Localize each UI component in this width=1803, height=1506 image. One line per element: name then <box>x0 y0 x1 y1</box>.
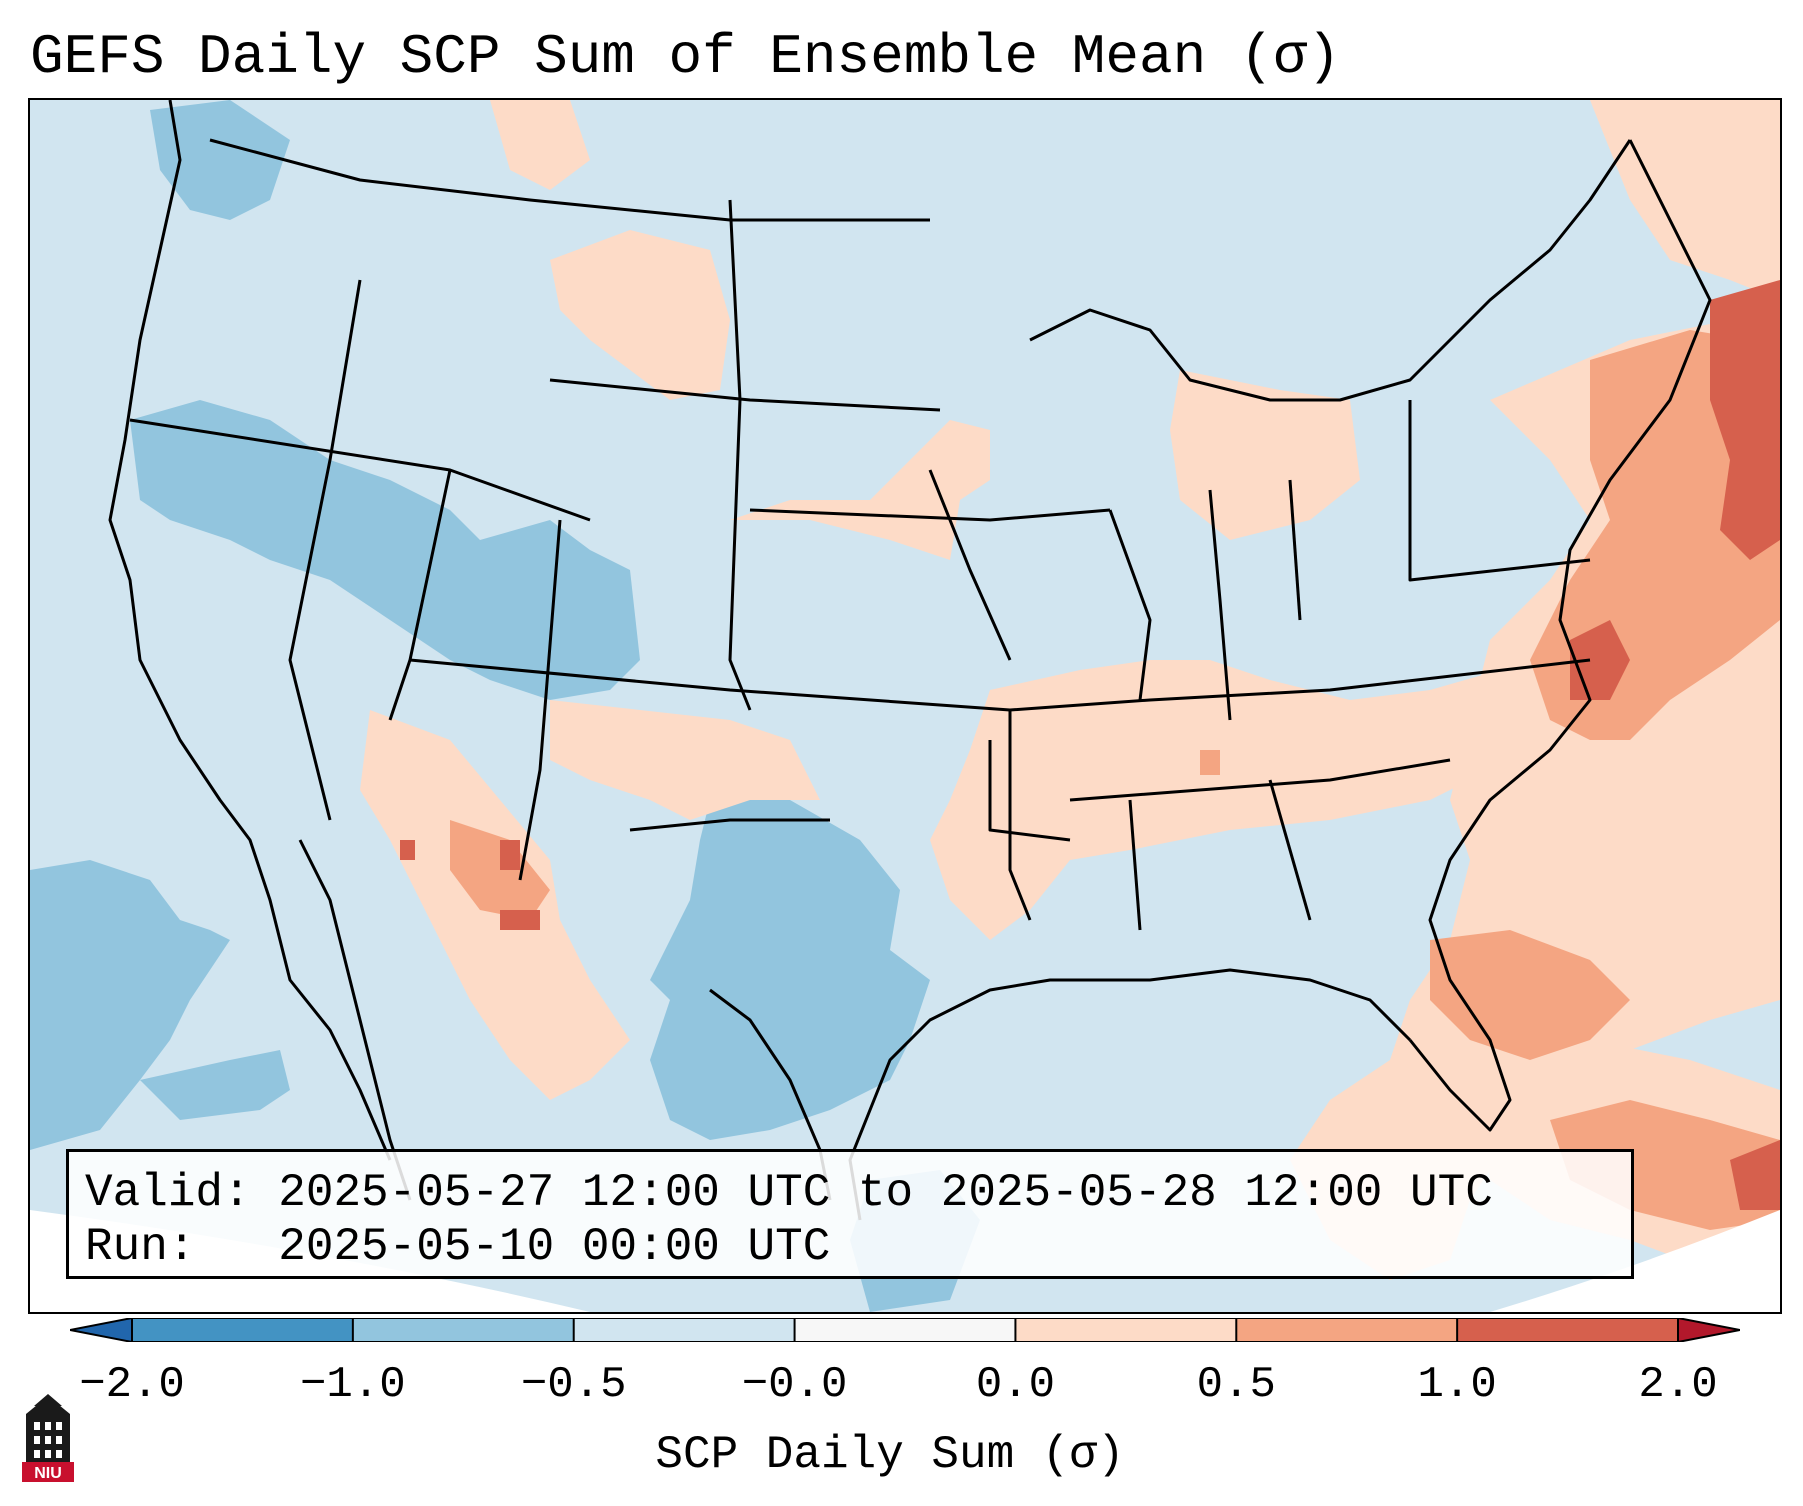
arizona-strong-positive <box>500 840 520 870</box>
moderate-positive-fields <box>450 330 1780 1230</box>
caribbean-strong-positive <box>1730 1140 1780 1210</box>
atlantic-strong-positive <box>1710 280 1780 560</box>
borders <box>108 100 1712 1221</box>
state-line-17 <box>1408 400 1591 582</box>
projection-edge-right <box>1490 1210 1780 1312</box>
northeast-positive <box>1590 100 1780 300</box>
niu-tower-logo-icon: NIU <box>22 1394 74 1482</box>
colorbar-bin <box>352 1318 575 1342</box>
state-line-15 <box>1128 799 1142 931</box>
valid-run-info-box: Valid: 2025-05-27 12:00 UTC to 2025-05-2… <box>66 1149 1634 1279</box>
gulf-coast-line <box>848 968 1412 1221</box>
state-line-10 <box>1208 489 1232 721</box>
central-plains-positive <box>730 420 990 560</box>
colorbar-bin <box>132 1318 354 1342</box>
state-line-9 <box>928 469 1012 661</box>
state-line-18 <box>629 818 830 832</box>
colorbar-tick-label: 0.0 <box>975 1360 1056 1410</box>
southern-plains-midsouth-positive <box>930 660 1510 940</box>
scp-map <box>30 100 1780 1312</box>
colorbar-bin <box>1457 1318 1679 1342</box>
northern-plains-positive <box>550 230 730 400</box>
colorbar-axis-label: SCP Daily Sum (σ) <box>655 1429 1125 1481</box>
east-coast-line <box>1408 139 1712 1132</box>
west-coast-line <box>108 100 392 1161</box>
canada-us-border <box>209 138 930 222</box>
pacific-negative-field-2 <box>140 1050 290 1120</box>
state-line-16 <box>1268 779 1312 921</box>
colorbar-tick-label: −2.0 <box>79 1360 185 1410</box>
state-line-6 <box>518 519 562 881</box>
canada-positive <box>490 100 590 190</box>
state-line-14 <box>1069 758 1451 802</box>
nm-strong-positive <box>500 910 540 930</box>
state-line-12 <box>749 508 1111 522</box>
texas-negative-field <box>650 800 930 1140</box>
state-line-1 <box>288 279 362 821</box>
colorbar-tick-label: −0.0 <box>741 1360 848 1410</box>
colorbar-ticks <box>131 1318 1679 1342</box>
colorbar-under-triangle <box>70 1318 132 1342</box>
run-time-text: Run: 2025-05-10 00:00 UTC <box>85 1221 831 1273</box>
great-lakes-coast <box>1029 139 1632 402</box>
map-panel <box>28 98 1782 1314</box>
colorbar-tick-label: −1.0 <box>300 1360 406 1410</box>
southwest-positive-2 <box>550 700 820 820</box>
colorbar-bin <box>1236 1318 1458 1342</box>
colorbar <box>70 1318 1740 1342</box>
state-line-8 <box>1008 710 1032 921</box>
state-line-3 <box>549 378 941 412</box>
logo-text: NIU <box>34 1465 62 1482</box>
state-line-13 <box>1108 509 1152 701</box>
state-line-5 <box>409 658 1591 712</box>
chart-title: GEFS Daily SCP Sum of Ensemble Mean (σ) <box>30 25 1341 89</box>
arizona-strong-positive-2 <box>400 840 415 860</box>
state-line-7 <box>388 469 452 721</box>
midatlantic-strong-positive <box>1570 620 1630 700</box>
great-basin-negative-field <box>130 400 640 700</box>
colorbar-over-triangle <box>1678 1318 1740 1342</box>
state-line-19 <box>988 740 1071 842</box>
colorbar-tick-label: −0.5 <box>520 1360 627 1410</box>
pacific-negative-field <box>30 860 230 1150</box>
state-line-11 <box>1288 479 1302 621</box>
great-lakes-positive <box>1170 370 1360 540</box>
northwest-negative-field <box>150 100 290 220</box>
strong-positive-fields <box>400 280 1780 1210</box>
state-line-4 <box>728 199 752 711</box>
colorbar-bin <box>794 1318 1016 1342</box>
colorbar-bin <box>1015 1318 1237 1342</box>
valid-time-text: Valid: 2025-05-27 12:00 UTC to 2025-05-2… <box>85 1167 1493 1219</box>
colorbar-bin <box>573 1318 796 1342</box>
colorbar-tick-label: 0.5 <box>1196 1360 1276 1410</box>
colorbar-tick-label: 1.0 <box>1417 1360 1497 1410</box>
kentucky-moderate-positive <box>1200 750 1220 775</box>
colorbar-tick-label: 2.0 <box>1638 1360 1718 1410</box>
colorbar-bins <box>132 1318 1679 1342</box>
